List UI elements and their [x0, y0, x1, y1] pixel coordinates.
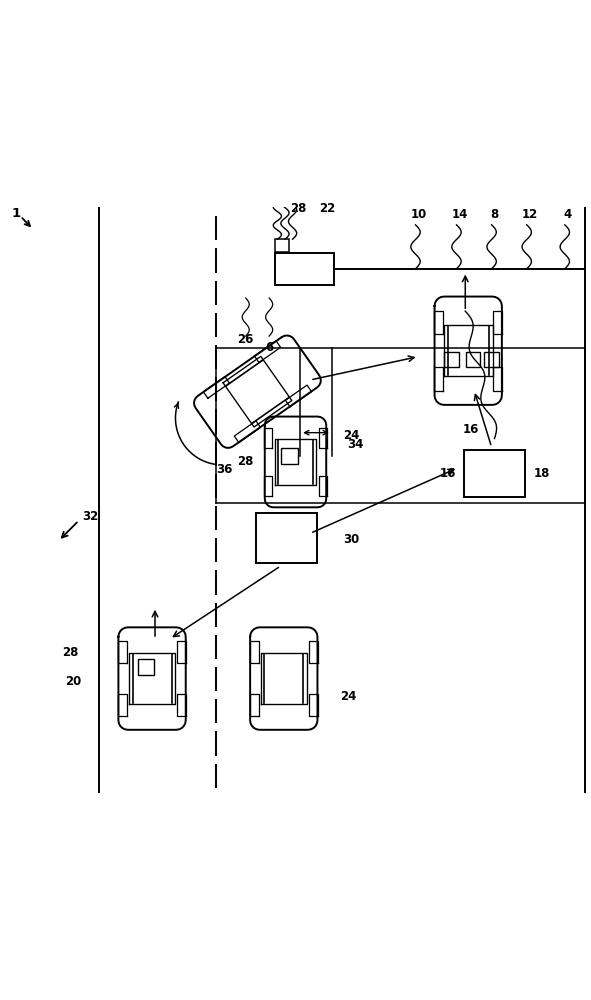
Text: 32: 32 — [83, 510, 99, 523]
Text: 28: 28 — [238, 455, 254, 468]
Text: 28: 28 — [290, 202, 307, 215]
Text: 8: 8 — [491, 208, 499, 221]
Bar — [464, 450, 525, 497]
Text: 10: 10 — [410, 208, 427, 221]
Text: 30: 30 — [343, 533, 359, 546]
Text: 1: 1 — [11, 207, 20, 220]
Text: 18: 18 — [534, 467, 550, 480]
Text: 16: 16 — [439, 467, 456, 480]
Text: 22: 22 — [320, 202, 336, 215]
Bar — [275, 239, 290, 252]
Text: 16: 16 — [463, 423, 479, 436]
Text: 24: 24 — [343, 429, 359, 442]
Text: 28: 28 — [62, 646, 78, 659]
Text: 24: 24 — [340, 690, 356, 703]
Text: 34: 34 — [347, 438, 363, 451]
Text: 6: 6 — [265, 341, 273, 354]
Text: 20: 20 — [65, 675, 81, 688]
Text: 36: 36 — [216, 463, 232, 476]
Bar — [484, 352, 499, 367]
Bar — [281, 448, 298, 464]
Bar — [466, 352, 480, 367]
Bar — [275, 253, 333, 285]
Text: 14: 14 — [452, 208, 467, 221]
Text: 4: 4 — [564, 208, 572, 221]
Bar — [256, 513, 317, 563]
Bar — [444, 352, 459, 367]
Text: 12: 12 — [521, 208, 538, 221]
Text: 26: 26 — [238, 333, 254, 346]
Bar — [138, 659, 154, 675]
